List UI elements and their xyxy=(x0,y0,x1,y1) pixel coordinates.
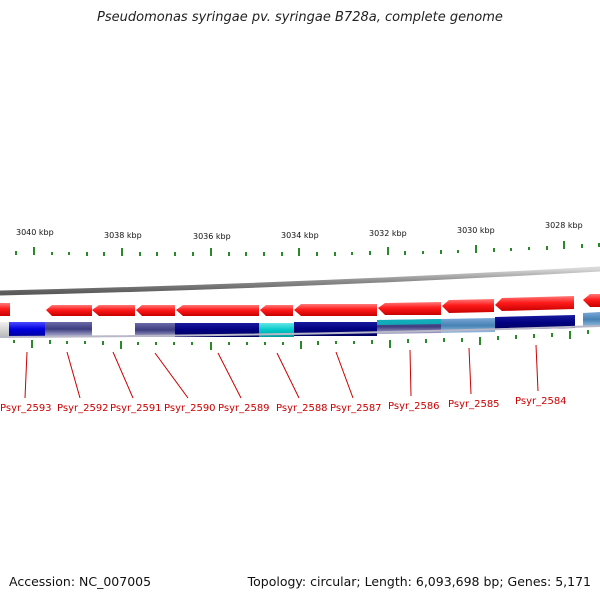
gene-arrow-forward[interactable] xyxy=(294,304,377,316)
gene-block[interactable] xyxy=(9,322,45,336)
reverse-strand xyxy=(0,312,600,338)
gene-label[interactable]: Psyr_2585 xyxy=(448,399,500,410)
kbp-label: 3038 kbp xyxy=(104,231,142,240)
kbp-label: 3028 kbp xyxy=(545,221,583,230)
kbp-label: 3034 kbp xyxy=(281,231,319,240)
gene-block[interactable] xyxy=(135,323,175,337)
backbone-ring xyxy=(0,266,600,296)
gene-arrow-forward[interactable] xyxy=(136,305,175,316)
gene-arrow-forward[interactable] xyxy=(378,302,441,315)
tick-marks-top xyxy=(15,241,600,256)
gene-arrow-forward[interactable] xyxy=(495,296,574,311)
gene-label[interactable]: Psyr_2587 xyxy=(330,403,382,414)
gene-label[interactable]: Psyr_2589 xyxy=(218,403,270,414)
gene-label[interactable]: Psyr_2584 xyxy=(515,396,567,407)
gene-leader-lines xyxy=(24,344,539,399)
forward-strand xyxy=(0,294,600,316)
gene-arrow-forward[interactable] xyxy=(46,305,92,316)
gene-block[interactable] xyxy=(175,323,259,337)
gene-label[interactable]: Psyr_2590 xyxy=(164,403,216,414)
gene-arrow-forward[interactable] xyxy=(176,305,259,316)
gene-block[interactable] xyxy=(45,322,92,336)
map-title: Pseudomonas syringae pv. syringae B728a,… xyxy=(97,10,503,25)
gene-label[interactable]: Psyr_2592 xyxy=(57,403,109,414)
kbp-label: 3032 kbp xyxy=(369,229,407,238)
gene-label[interactable]: Psyr_2586 xyxy=(388,401,440,412)
backbone-ring xyxy=(0,325,600,338)
gene-block[interactable] xyxy=(583,312,600,327)
kbp-label: 3036 kbp xyxy=(193,232,231,241)
gene-block[interactable] xyxy=(0,322,9,336)
gene-arrow-forward[interactable] xyxy=(260,305,293,316)
gene-arrow-forward[interactable] xyxy=(92,305,135,316)
gene-arrow-forward[interactable] xyxy=(0,303,10,316)
gene-arrow-forward[interactable] xyxy=(442,299,494,313)
gene-block[interactable] xyxy=(377,319,441,325)
kbp-label: 3030 kbp xyxy=(457,226,495,235)
genome-stats-text: Topology: circular; Length: 6,093,698 bp… xyxy=(247,574,591,589)
tick-marks-bottom xyxy=(13,330,589,350)
gene-label[interactable]: Psyr_2591 xyxy=(110,403,162,414)
accession-text: Accession: NC_007005 xyxy=(9,574,152,589)
kbp-label: 3040 kbp xyxy=(16,228,54,237)
gene-arrow-forward[interactable] xyxy=(583,294,600,307)
gene-label[interactable]: Psyr_2593 xyxy=(0,403,52,414)
gene-block[interactable] xyxy=(495,315,575,330)
gene-label[interactable]: Psyr_2588 xyxy=(276,403,328,414)
